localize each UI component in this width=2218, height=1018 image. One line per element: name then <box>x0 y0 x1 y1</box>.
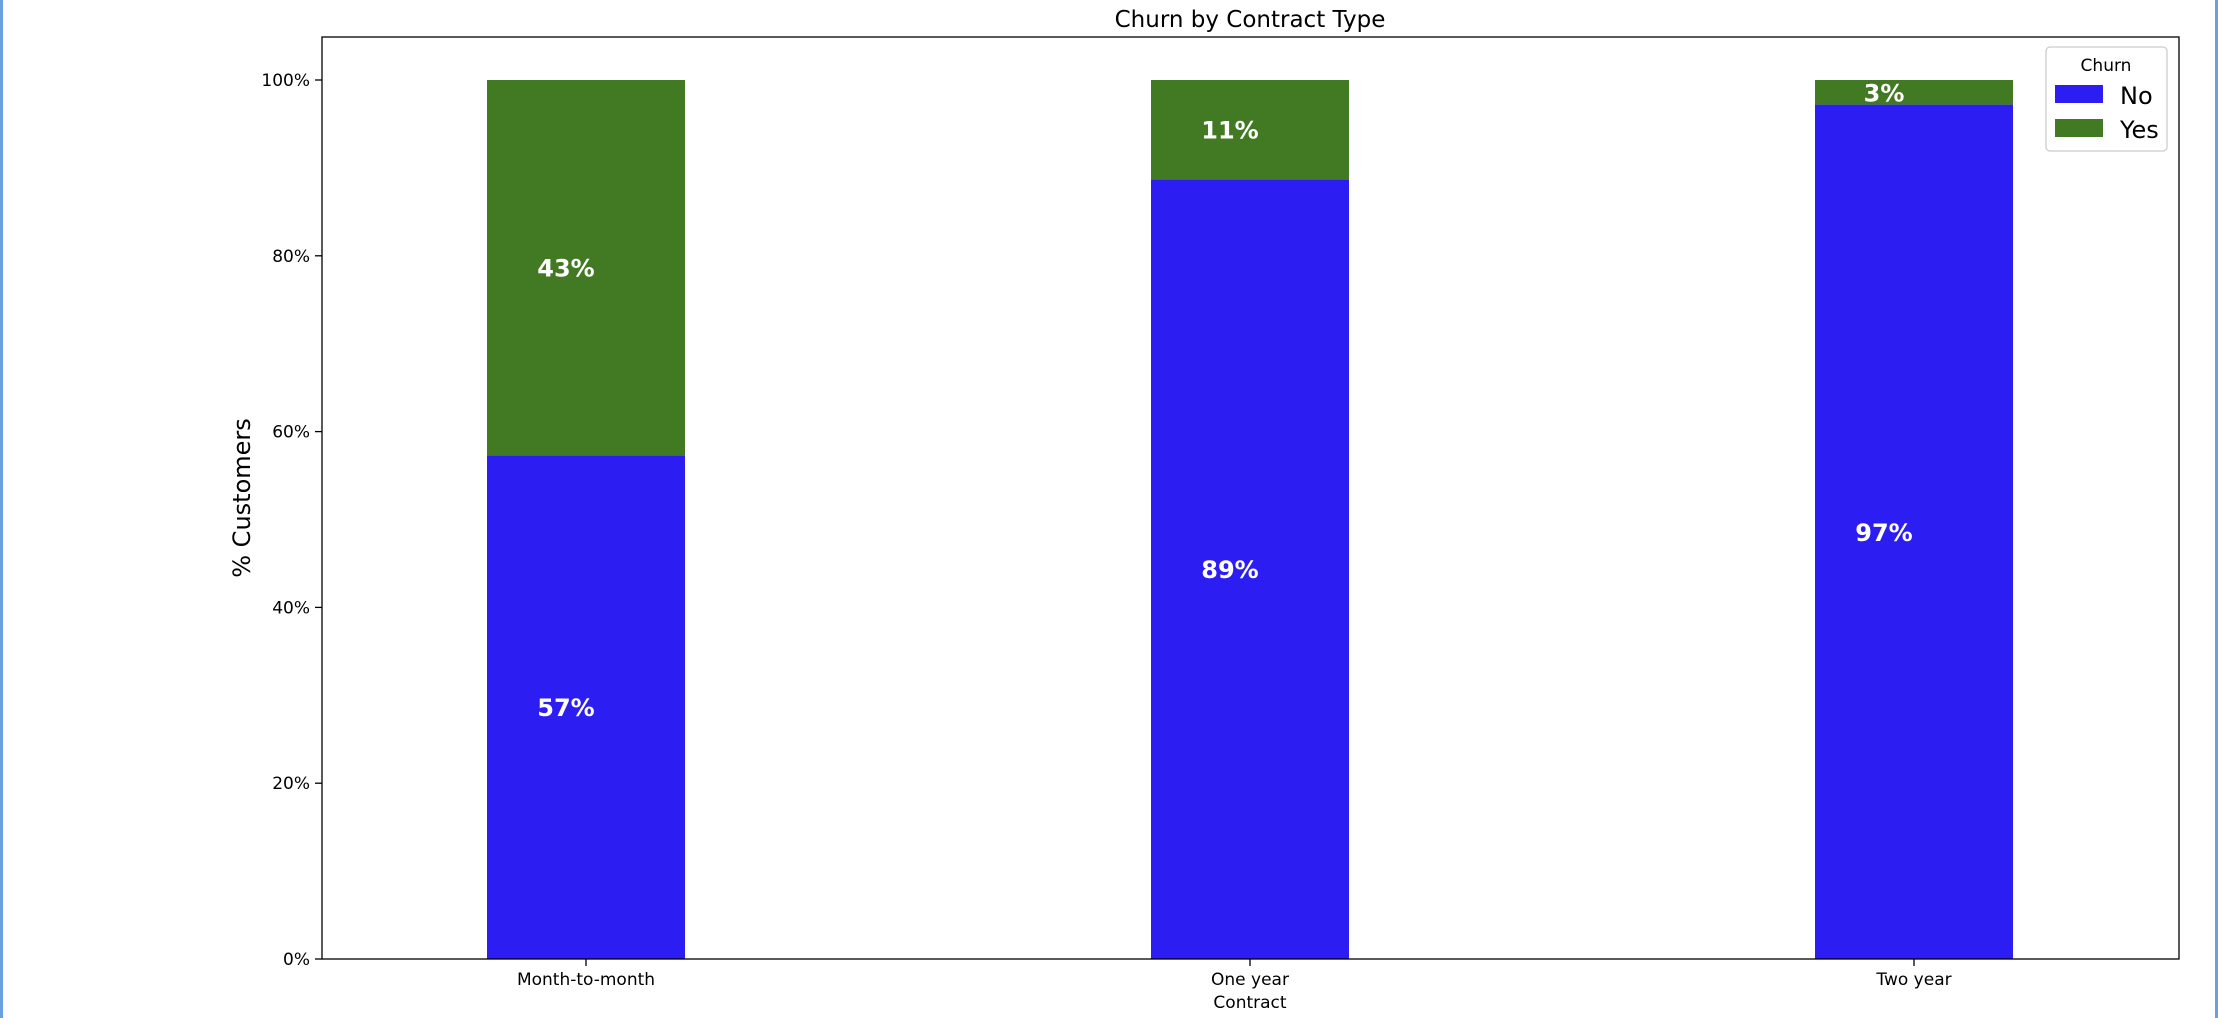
legend: Churn No Yes <box>2045 46 2168 152</box>
x-axis-label: Contract <box>1213 993 1286 1013</box>
x-axis: Month-to-month One year Two year <box>517 959 1952 990</box>
data-label-two-year-no: 97% <box>1855 519 1912 547</box>
bar-one-year-yes <box>1151 80 1349 180</box>
y-tick-label: 60% <box>272 423 310 443</box>
x-tick-label: Month-to-month <box>517 970 655 990</box>
bar-two-year-yes <box>1815 80 2013 105</box>
y-tick-label: 20% <box>272 774 310 794</box>
bars-layer <box>487 80 2013 959</box>
window-edge-left <box>0 0 3 1018</box>
x-tick-label: Two year <box>1875 970 1951 990</box>
data-label-one-year-yes: 11% <box>1201 117 1258 145</box>
legend-swatch-yes <box>2055 119 2103 137</box>
y-tick-label: 40% <box>272 598 310 618</box>
legend-label-no: No <box>2120 82 2153 110</box>
y-tick-label: 100% <box>261 71 310 91</box>
data-label-one-year-no: 89% <box>1201 556 1258 584</box>
window-edge-right <box>2215 0 2218 1018</box>
y-axis-label: % Customers <box>228 418 256 578</box>
bar-one-year-no <box>1151 179 1349 959</box>
data-label-month-to-month-yes: 43% <box>537 255 594 283</box>
chart-title: Churn by Contract Type <box>1115 7 1386 33</box>
x-tick-label: One year <box>1211 970 1289 990</box>
legend-title: Churn <box>2081 56 2132 76</box>
legend-swatch-no <box>2055 85 2103 103</box>
bar-month-to-month-yes <box>487 80 685 456</box>
data-labels-layer: 57% 43% 89% 11% 97% 3% <box>537 79 1912 722</box>
data-label-two-year-yes: 3% <box>1864 79 1905 107</box>
y-tick-label: 80% <box>272 247 310 267</box>
y-axis: 0% 20% 40% 60% 80% 100% <box>261 71 322 970</box>
bar-two-year-no <box>1815 104 2013 959</box>
data-label-month-to-month-no: 57% <box>537 694 594 722</box>
legend-label-yes: Yes <box>2119 116 2159 144</box>
bar-month-to-month-no <box>487 455 685 959</box>
y-tick-label: 0% <box>283 950 310 970</box>
